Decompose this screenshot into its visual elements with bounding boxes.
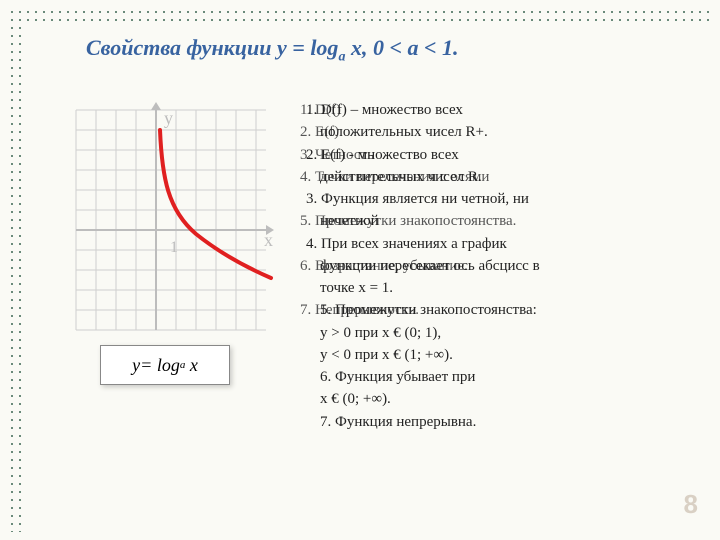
text-line: действительных чисел R.	[306, 167, 690, 187]
x-axis-label: x	[264, 230, 273, 250]
text-line: нечетной	[306, 211, 690, 231]
y-arrowhead	[151, 102, 161, 110]
slide: Свойства функции y = loga x, 0 < a < 1. …	[0, 0, 720, 540]
border-top	[8, 8, 712, 22]
text-line: функции пересекает ось абсцисс в	[306, 256, 690, 276]
text-line: x € (0; +∞).	[306, 389, 690, 409]
gridlines	[76, 110, 266, 330]
slide-number: 8	[684, 489, 698, 520]
text-line: 2. E(f) - множество всех	[306, 145, 690, 165]
text-line: положительных чисел R+.	[306, 122, 690, 142]
y-axis-label: y	[164, 108, 173, 128]
text-front-layer: 1. D(f) – множество всехположительных чи…	[306, 100, 690, 434]
text-line: точке х = 1.	[306, 278, 690, 298]
text-line: y > 0 при x € (0; 1),	[306, 323, 690, 343]
formula-box: y = loga x	[100, 345, 230, 385]
text-line: 7. Функция непрерывна.	[306, 412, 690, 432]
text-line: 1. D(f) – множество всех	[306, 100, 690, 120]
text-line: 5. Промежутки знакопостоянства:	[306, 300, 690, 320]
border-left	[8, 8, 22, 532]
text-line: 3. Функция является ни четной, ни	[306, 189, 690, 209]
text-line: 4. При всех значениях a график	[306, 234, 690, 254]
slide-title: Свойства функции y = loga x, 0 < a < 1.	[86, 34, 680, 66]
tick-1: 1	[170, 239, 178, 256]
function-chart: y x 1	[66, 100, 276, 340]
chart-svg: y x 1	[66, 100, 276, 340]
text-line: y < 0 при x € (1; +∞).	[306, 345, 690, 365]
text-line: 6. Функция убывает при	[306, 367, 690, 387]
